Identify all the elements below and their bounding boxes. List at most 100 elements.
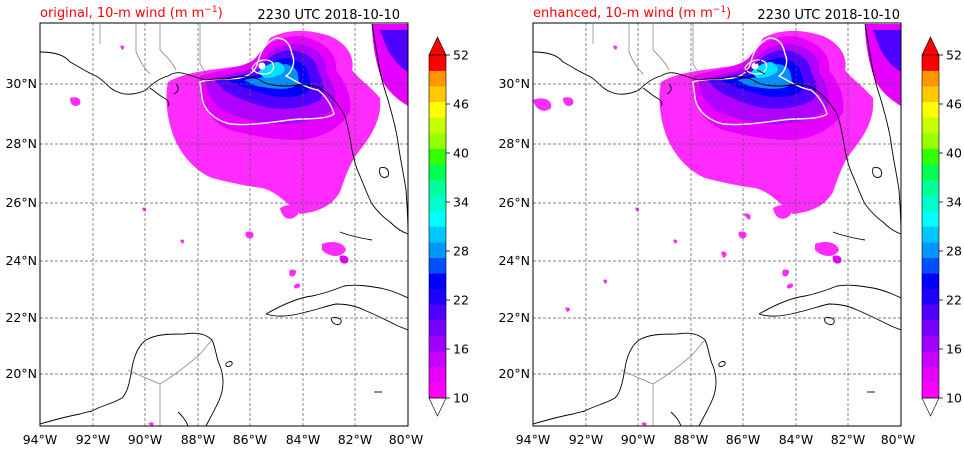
colorbar-segment-original <box>429 101 446 118</box>
colorbar-extend-min-enhanced <box>921 397 940 417</box>
colorbar-segment-enhanced <box>922 70 939 87</box>
lon-labels-enhanced: 94°W 92°W 90°W 88°W 86°W 84°W 82°W 80°W <box>516 432 916 447</box>
svg-text:84°W: 84°W <box>286 432 321 447</box>
map-frame-original <box>39 22 409 427</box>
colorbar-tick-label-original: 22 <box>453 293 469 308</box>
svg-text:94°W: 94°W <box>23 432 58 447</box>
colorbar-segment-enhanced <box>922 195 939 212</box>
svg-text:86°W: 86°W <box>726 432 761 447</box>
colorbar-frame-original <box>428 54 447 399</box>
colorbar-segment-original <box>429 179 446 196</box>
colorbar-tick-label-original: 40 <box>453 146 469 161</box>
colorbar-tick-label-enhanced: 40 <box>946 146 962 161</box>
colorbar-tick-label-enhanced: 16 <box>946 342 962 357</box>
svg-text:82°W: 82°W <box>831 432 866 447</box>
lat-labels-enhanced: 30°N 28°N 26°N 24°N 22°N 20°N <box>498 76 530 381</box>
colorbar-original: 10 16 22 28 34 40 46 52 <box>428 36 469 417</box>
gridlines-enhanced <box>533 23 901 426</box>
svg-text:92°W: 92°W <box>569 432 604 447</box>
svg-text:26°N: 26°N <box>498 195 530 210</box>
svg-text:26°N: 26°N <box>5 195 37 210</box>
colorbar-tick-label-original: 34 <box>453 195 469 210</box>
panel-title-enhanced: enhanced, 10-m wind (m m−1) <box>533 5 731 21</box>
colorbar-segment-enhanced <box>922 273 939 290</box>
colorbar-segment-original <box>429 366 446 383</box>
svg-text:30°N: 30°N <box>5 76 37 91</box>
colorbar-tick-label-enhanced: 34 <box>946 195 962 210</box>
colorbar-segment-original <box>429 382 446 399</box>
colorbar-tick-label-original: 46 <box>453 97 469 112</box>
colorbar-segment-enhanced <box>922 164 939 181</box>
colorbar-segment-enhanced <box>922 226 939 243</box>
colorbar-frame-enhanced <box>921 54 940 399</box>
colorbar-segment-original <box>429 320 446 336</box>
colorbar-segment-enhanced <box>922 117 939 134</box>
colorbar-segment-original <box>429 273 446 290</box>
colorbar-segment-original <box>429 132 446 149</box>
colorbar-segment-original <box>429 210 446 227</box>
svg-text:30°N: 30°N <box>498 76 530 91</box>
colorbar-tick-label-original: 16 <box>453 342 469 357</box>
svg-text:22°N: 22°N <box>5 310 37 325</box>
colorbar-segment-original <box>429 55 446 71</box>
svg-text:82°W: 82°W <box>338 432 373 447</box>
svg-text:80°W: 80°W <box>389 432 424 447</box>
colorbar-tick-label-enhanced: 28 <box>946 244 962 259</box>
colorbar-tick-label-enhanced: 46 <box>946 97 962 112</box>
svg-text:28°N: 28°N <box>498 136 530 151</box>
colorbar-tick-label-original: 52 <box>453 48 469 63</box>
colorbar-segment-enhanced <box>922 366 939 383</box>
colorbar-segment-original <box>429 257 446 274</box>
colorbar-segment-original <box>429 304 446 321</box>
svg-text:28°N: 28°N <box>5 136 37 151</box>
colorbar-segment-original <box>429 242 446 258</box>
colorbar-segment-enhanced <box>922 86 939 103</box>
colorbar-segment-enhanced <box>922 210 939 227</box>
colorbar-segment-original <box>429 86 446 103</box>
colorbar-segment-enhanced <box>922 55 939 71</box>
colorbar-segment-enhanced <box>922 179 939 196</box>
colorbar-segment-enhanced <box>922 132 939 149</box>
colorbar-extend-max-enhanced <box>921 36 940 56</box>
colorbar-segment-enhanced <box>922 257 939 274</box>
svg-text:22°N: 22°N <box>498 310 530 325</box>
colorbar-segment-enhanced <box>922 288 939 305</box>
colorbar-extend-max-original <box>428 36 447 56</box>
colorbar-segment-enhanced <box>922 351 939 368</box>
svg-text:88°W: 88°W <box>181 432 216 447</box>
colorbar-segment-enhanced <box>922 101 939 118</box>
svg-text:24°N: 24°N <box>5 253 37 268</box>
colorbar-tick-label-original: 28 <box>453 244 469 259</box>
panel-original: original, 10-m wind (m m−1) 2230 UTC 201… <box>5 5 468 447</box>
colorbar-segment-enhanced <box>922 335 939 352</box>
svg-text:24°N: 24°N <box>498 253 530 268</box>
svg-text:20°N: 20°N <box>498 366 530 381</box>
svg-text:94°W: 94°W <box>516 432 551 447</box>
colorbar-segment-original <box>429 288 446 305</box>
svg-text:90°W: 90°W <box>128 432 163 447</box>
panel-time-original: 2230 UTC 2018-10-10 <box>257 8 400 23</box>
svg-text:84°W: 84°W <box>779 432 814 447</box>
map-frame-enhanced <box>532 22 902 427</box>
svg-text:20°N: 20°N <box>5 366 37 381</box>
panel-title-original: original, 10-m wind (m m−1) <box>40 5 223 21</box>
svg-text:90°W: 90°W <box>621 432 656 447</box>
colorbar-tick-label-enhanced: 22 <box>946 293 962 308</box>
svg-text:86°W: 86°W <box>233 432 268 447</box>
colorbar-segment-original <box>429 351 446 368</box>
colorbar-segment-original <box>429 164 446 181</box>
colorbar-segment-enhanced <box>922 304 939 321</box>
svg-text:88°W: 88°W <box>674 432 709 447</box>
colorbar-tick-label-original: 10 <box>453 391 469 406</box>
panel-enhanced: enhanced, 10-m wind (m m−1) 2230 UTC 201… <box>498 5 961 447</box>
svg-text:92°W: 92°W <box>76 432 111 447</box>
colorbar-tick-label-enhanced: 52 <box>946 48 962 63</box>
colorbar-segment-original <box>429 117 446 134</box>
colorbar-extend-min-original <box>428 397 447 417</box>
colorbar-segment-enhanced <box>922 148 939 165</box>
colorbar-segment-enhanced <box>922 320 939 336</box>
panel-time-enhanced: 2230 UTC 2018-10-10 <box>757 8 900 23</box>
gridlines-original <box>40 23 408 426</box>
lon-labels-original: 94°W 92°W 90°W 88°W 86°W 84°W 82°W 80°W <box>23 432 424 447</box>
